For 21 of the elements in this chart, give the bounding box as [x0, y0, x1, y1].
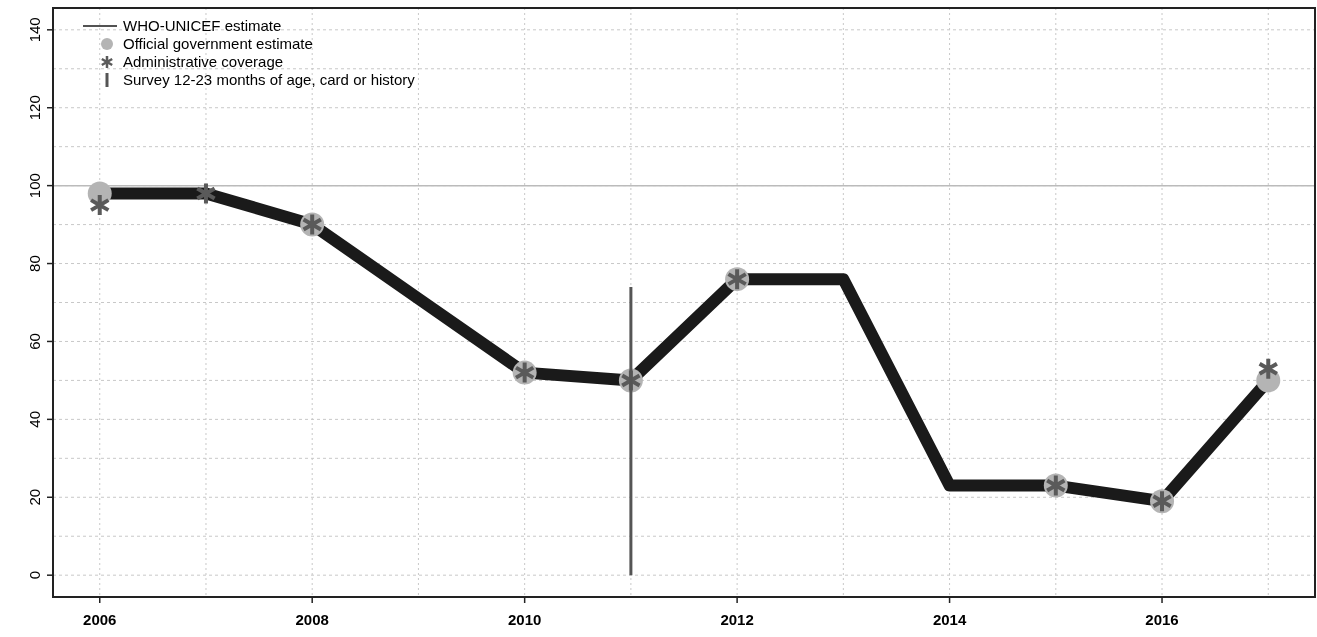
legend-label: Administrative coverage: [123, 53, 284, 70]
x-tick-label: 2012: [720, 611, 754, 628]
y-tick-label: 140: [26, 17, 43, 43]
legend-label: WHO-UNICEF estimate: [123, 17, 282, 34]
x-tick-label: 2008: [295, 611, 329, 628]
x-tick-label: 2006: [83, 611, 117, 628]
y-tick-label: 100: [26, 173, 43, 199]
y-tick-label: 60: [26, 333, 43, 350]
y-tick-label: 80: [26, 255, 43, 272]
point: [89, 193, 111, 218]
y-tick-label: 40: [26, 411, 43, 428]
point: [195, 181, 217, 206]
x-tick-label: 2016: [1145, 611, 1179, 628]
legend-label: Official government estimate: [123, 35, 313, 52]
y-tick-label: 120: [26, 95, 43, 121]
legend-label: Survey 12-23 months of age, card or history: [123, 71, 416, 88]
x-tick-label: 2010: [507, 611, 542, 628]
point: [1257, 356, 1279, 381]
x-tick-label: 2014: [932, 611, 967, 628]
y-tick-label: 20: [26, 488, 43, 506]
y-tick-label: 0: [26, 571, 43, 580]
